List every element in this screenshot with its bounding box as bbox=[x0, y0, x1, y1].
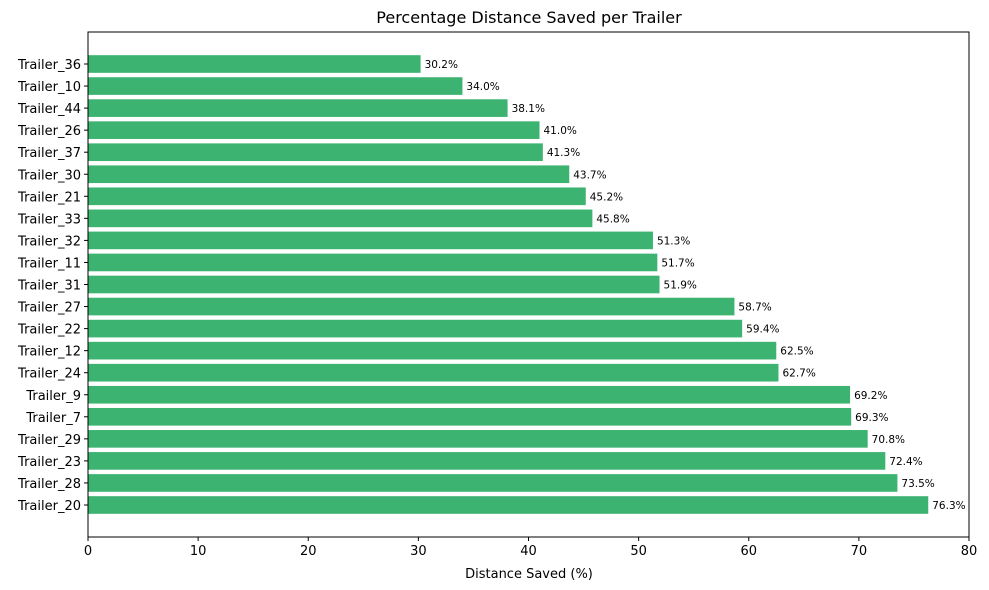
bar-trailer-36 bbox=[88, 55, 421, 73]
y-tick-label: Trailer_10 bbox=[17, 80, 81, 95]
y-tick-label: Trailer_7 bbox=[25, 411, 81, 426]
x-tick-label: 70 bbox=[851, 544, 868, 559]
data-label: 73.5% bbox=[901, 478, 934, 490]
data-label: 41.0% bbox=[544, 125, 577, 137]
data-label: 76.3% bbox=[932, 500, 965, 512]
bar-trailer-32 bbox=[88, 231, 653, 250]
bar-trailer-27 bbox=[88, 297, 735, 316]
data-label: 34.0% bbox=[466, 81, 499, 93]
bar-trailer-26 bbox=[88, 121, 540, 139]
data-labels-group: 30.2% 34.0% 38.1% 41.0% 41.3% 43.7% 45.2% 45.8%… bbox=[425, 59, 966, 512]
y-tick-label: Trailer_31 bbox=[17, 279, 81, 294]
bar-trailer-30 bbox=[88, 165, 570, 184]
data-label: 62.5% bbox=[780, 346, 813, 358]
x-axis-label: Distance Saved (%) bbox=[465, 567, 593, 582]
x-tick-label: 80 bbox=[961, 544, 978, 559]
bar-trailer-24 bbox=[88, 363, 779, 382]
y-tick-label: Trailer_30 bbox=[17, 168, 81, 183]
y-tick-label: Trailer_26 bbox=[17, 124, 81, 139]
x-axis-ticks: 0 10 20 30 40 50 60 70 80 bbox=[84, 537, 977, 559]
data-label: 45.2% bbox=[590, 191, 623, 203]
data-label: 62.7% bbox=[782, 368, 815, 380]
x-tick-label: 20 bbox=[300, 544, 317, 559]
data-label: 59.4% bbox=[746, 324, 779, 336]
y-tick-label: Trailer_23 bbox=[17, 455, 81, 470]
bar-trailer-23 bbox=[88, 452, 886, 470]
bar-trailer-21 bbox=[88, 187, 586, 206]
y-tick-label: Trailer_21 bbox=[17, 190, 81, 205]
y-tick-label: Trailer_33 bbox=[17, 212, 81, 227]
x-tick-label: 40 bbox=[520, 544, 537, 559]
data-label: 38.1% bbox=[512, 103, 545, 115]
x-tick-label: 0 bbox=[84, 544, 92, 559]
data-label: 69.2% bbox=[854, 390, 887, 402]
data-label: 58.7% bbox=[738, 302, 771, 314]
bar-trailer-29 bbox=[88, 430, 868, 448]
y-tick-label: Trailer_12 bbox=[17, 345, 81, 360]
data-label: 72.4% bbox=[889, 456, 922, 468]
plot-frame bbox=[87, 31, 970, 538]
data-label: 43.7% bbox=[573, 169, 606, 181]
x-tick-label: 60 bbox=[740, 544, 757, 559]
bar-trailer-20 bbox=[88, 496, 929, 514]
data-label: 45.8% bbox=[596, 213, 629, 225]
chart-title: Percentage Distance Saved per Trailer bbox=[376, 8, 682, 27]
bar-trailer-33 bbox=[88, 209, 593, 228]
data-label: 70.8% bbox=[872, 434, 905, 446]
data-label: 30.2% bbox=[425, 59, 458, 71]
y-tick-label: Trailer_28 bbox=[17, 477, 81, 492]
y-tick-label: Trailer_20 bbox=[17, 499, 81, 514]
bar-trailer-37 bbox=[88, 143, 543, 162]
y-tick-label: Trailer_36 bbox=[17, 58, 81, 73]
bar-trailer-10 bbox=[88, 77, 463, 95]
bar-trailer-12 bbox=[88, 341, 777, 360]
y-tick-label: Trailer_24 bbox=[17, 367, 81, 382]
y-tick-label: Trailer_37 bbox=[17, 146, 81, 161]
bar-trailer-28 bbox=[88, 474, 898, 492]
bar-trailer-44 bbox=[88, 99, 508, 117]
data-label: 69.3% bbox=[855, 412, 888, 424]
y-tick-label: Trailer_44 bbox=[17, 102, 81, 117]
data-label: 41.3% bbox=[547, 147, 580, 159]
y-tick-label: Trailer_29 bbox=[17, 433, 81, 448]
x-tick-label: 10 bbox=[190, 544, 207, 559]
bar-trailer-9 bbox=[88, 385, 851, 404]
data-label: 51.7% bbox=[661, 257, 694, 269]
bar-trailer-22 bbox=[88, 319, 743, 338]
bar-trailer-11 bbox=[88, 253, 658, 272]
y-tick-label: Trailer_9 bbox=[25, 389, 81, 404]
x-tick-label: 30 bbox=[410, 544, 427, 559]
x-tick-label: 50 bbox=[630, 544, 647, 559]
bars-group bbox=[88, 55, 929, 514]
bar-trailer-31 bbox=[88, 275, 660, 294]
y-tick-label: Trailer_32 bbox=[17, 234, 81, 249]
y-tick-label: Trailer_27 bbox=[17, 301, 81, 316]
data-label: 51.3% bbox=[657, 235, 690, 247]
bar-trailer-7 bbox=[88, 407, 852, 426]
y-tick-label: Trailer_11 bbox=[17, 256, 81, 271]
y-tick-label: Trailer_22 bbox=[17, 323, 81, 338]
data-label: 51.9% bbox=[664, 280, 697, 292]
y-axis-ticks: Trailer_36 Trailer_10 Trailer_44 Trailer_26… bbox=[17, 58, 88, 514]
